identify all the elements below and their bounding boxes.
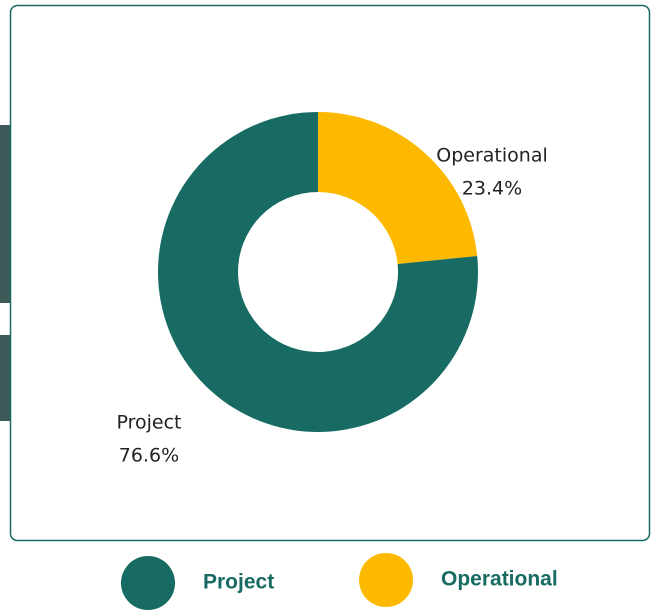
donut-slice (318, 112, 478, 264)
legend-marker (359, 553, 413, 607)
slice-label: Project (116, 412, 181, 434)
side-tab (0, 125, 12, 303)
slice-value: 23.4% (462, 177, 522, 199)
card (9, 4, 651, 542)
legend-label: Project (203, 571, 274, 594)
donut-slice (158, 112, 478, 432)
slice-value: 76.6% (119, 445, 179, 467)
legend-marker (121, 556, 175, 610)
slice-label: Operational (436, 144, 547, 166)
legend-label: Operational (441, 568, 558, 591)
side-tab (0, 335, 12, 421)
